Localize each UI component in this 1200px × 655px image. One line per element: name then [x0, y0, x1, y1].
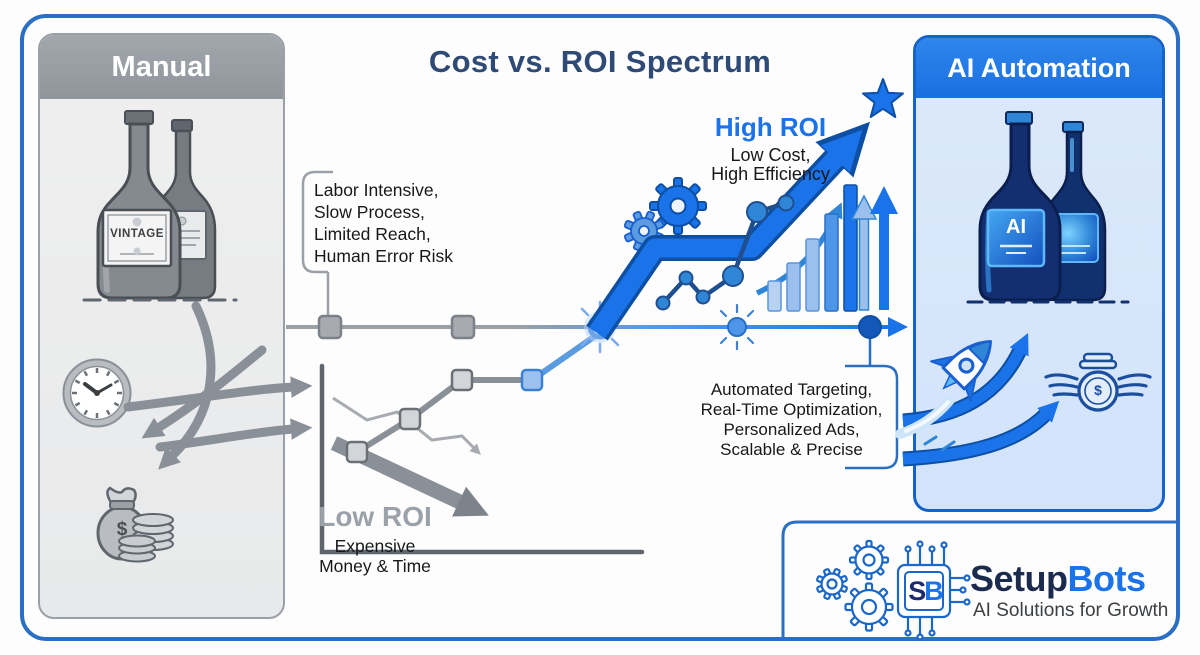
vintage-bottle-label: VINTAGE: [110, 228, 164, 240]
high-roi-label: High ROI Low Cost, High Efficiency: [688, 112, 853, 184]
benefit-line: Personalized Ads,: [723, 420, 860, 439]
logo-tagline: AI Solutions for Growth: [973, 600, 1169, 621]
logo-monogram-s: S: [908, 576, 926, 606]
logo-monogram-b: B: [924, 576, 943, 606]
low-roi-line: Money & Time: [319, 555, 431, 576]
benefit-line: Real-Time Optimization,: [700, 400, 883, 419]
manual-drawbacks-list: Labor Intensive, Slow Process, Limited R…: [314, 179, 499, 267]
medal-currency: $: [1094, 382, 1102, 398]
ai-header-label: AI Automation: [947, 52, 1131, 83]
page-title: Cost vs. ROI Spectrum: [428, 44, 772, 79]
low-roi-label: Low ROI Expensive Money & Time: [300, 501, 450, 576]
high-roi-line: High Efficiency: [711, 164, 830, 184]
manual-header-label: Manual: [111, 50, 212, 83]
benefit-line: Automated Targeting,: [710, 380, 873, 399]
low-roi-line: Expensive: [334, 536, 416, 556]
logo-name: SetupBots: [970, 558, 1180, 600]
ai-benefits-list: Automated Targeting, Real-Time Optimizat…: [693, 380, 890, 460]
ai-panel-header: AI Automation: [916, 38, 1162, 98]
high-roi-heading: High ROI: [714, 112, 827, 142]
low-roi-heading: Low ROI: [318, 501, 432, 532]
manual-panel-header: Manual: [40, 35, 283, 99]
logo-name-primary: Setup: [970, 558, 1068, 599]
manual-panel: Manual: [38, 33, 285, 619]
outer-frame: [20, 14, 1180, 641]
high-roi-line: Low Cost,: [730, 145, 811, 165]
money-bag-currency: $: [116, 519, 128, 540]
drawback-line: Limited Reach,: [314, 224, 431, 244]
benefit-line: Scalable & Precise: [720, 440, 863, 459]
drawback-line: Labor Intensive,: [314, 180, 439, 200]
drawback-line: Slow Process,: [314, 202, 425, 222]
ai-automation-panel: AI Automation: [913, 35, 1165, 512]
logo-name-secondary: Bots: [1067, 558, 1147, 599]
drawback-line: Human Error Risk: [314, 246, 454, 266]
ai-bottle-label: AI: [1006, 216, 1026, 238]
logo-monogram: SB: [901, 576, 949, 607]
